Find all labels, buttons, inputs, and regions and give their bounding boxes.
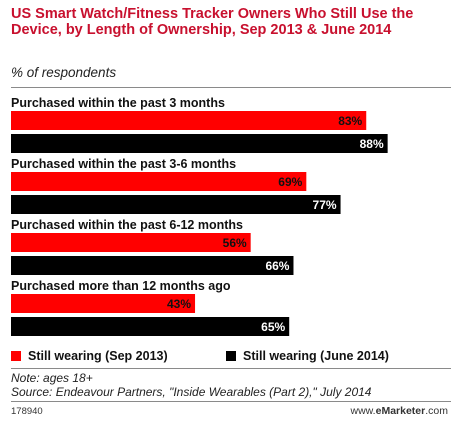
data-label: 69% xyxy=(278,175,302,189)
bar-sep2013 xyxy=(11,294,196,313)
legend-swatch-sep2013 xyxy=(11,351,21,361)
chart-title: US Smart Watch/Fitness Tracker Owners Wh… xyxy=(11,6,414,38)
legend-label-sep2013: Still wearing (Sep 2013) xyxy=(28,349,168,363)
data-label: 88% xyxy=(360,137,384,151)
bar-sep2013 xyxy=(11,233,251,252)
site-brand: eMarketer xyxy=(375,405,426,417)
category-label: Purchased more than 12 months ago xyxy=(11,279,231,293)
data-label: 66% xyxy=(265,259,289,273)
site-prefix: www. xyxy=(350,405,376,417)
legend-label-june2014: Still wearing (June 2014) xyxy=(243,349,389,363)
chart-subtitle: % of respondents xyxy=(11,65,117,80)
data-label: 65% xyxy=(261,320,285,334)
category-label: Purchased within the past 6-12 months xyxy=(11,218,243,232)
bar-june2014 xyxy=(11,256,294,275)
category-label: Purchased within the past 3-6 months xyxy=(11,157,236,171)
top-divider xyxy=(11,87,451,88)
site-link[interactable]: www.eMarketer.com xyxy=(351,405,448,417)
bar-sep2013 xyxy=(11,111,367,130)
site-suffix: .com xyxy=(425,405,448,417)
legend-item-june2014: Still wearing (June 2014) xyxy=(226,349,389,363)
data-label: 56% xyxy=(223,236,247,250)
category-label: Purchased within the past 3 months xyxy=(11,96,225,110)
legend-item-sep2013: Still wearing (Sep 2013) xyxy=(11,349,168,363)
data-label: 83% xyxy=(338,114,362,128)
data-label: 77% xyxy=(313,198,337,212)
bottom-divider xyxy=(11,368,451,369)
data-label: 43% xyxy=(167,297,191,311)
note-text: Note: ages 18+ xyxy=(11,371,93,385)
legend-swatch-june2014 xyxy=(226,351,236,361)
bar-sep2013 xyxy=(11,172,307,191)
bar-june2014 xyxy=(11,195,341,214)
source-text: Source: Endeavour Partners, "Inside Wear… xyxy=(11,385,372,399)
bar-june2014 xyxy=(11,134,388,153)
bar-chart: Purchased within the past 3 months 83% 88%… xyxy=(11,96,388,336)
bar-june2014 xyxy=(11,317,290,336)
chart-id: 178940 xyxy=(11,406,43,417)
footer-divider xyxy=(11,401,451,402)
